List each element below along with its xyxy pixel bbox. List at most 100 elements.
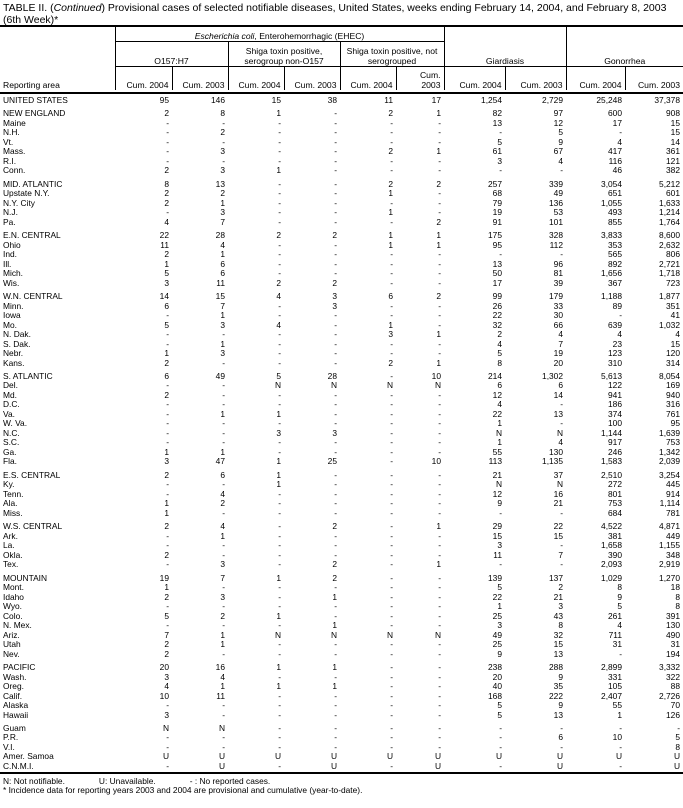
reporting-area-cell: Wis. [3,277,20,288]
value-cell: - [390,127,393,138]
value-cell: - [390,722,393,733]
table-row: P.R. - - - - - - - 6 10 5 [0,733,683,743]
value-cell: 374 [608,408,622,419]
value-cell: - [334,216,337,227]
value-cell: - [278,700,281,711]
value-cell: 2,093 [601,559,622,570]
value-cell: 11 [384,95,393,105]
reporting-area-cell: Del. [3,380,18,391]
value-cell: - [438,507,441,518]
value-cell: - [619,648,622,659]
value-cell: 1,718 [659,268,680,279]
value-cell: 22 [492,591,502,602]
value-cell: - [619,760,622,771]
reporting-area-cell: Alaska [3,700,29,711]
value-cell: - [278,521,281,532]
value-cell: 761 [666,408,680,419]
value-cell: 175 [488,230,502,241]
value-cell: 5 [497,700,502,711]
value-cell: 28 [215,230,225,241]
table-row: E.S. CENTRAL 2 6 1 - - - 21 37 2,510 3,254 [0,470,683,481]
value-cell: 1 [164,507,169,518]
value-cell: 120 [666,348,680,359]
table-row: C.N.M.I. - U - U - U - U - U [0,760,683,772]
value-cell: 12 [492,389,502,400]
value-cell: - [390,348,393,359]
reporting-area-cell: P.R. [3,732,19,743]
value-cell: 101 [549,216,563,227]
value-cell: - [438,671,441,682]
value-cell: - [334,197,337,208]
value-cell: 13 [215,178,225,189]
value-cell: 14 [159,291,169,302]
reporting-area-cell: Conn. [3,165,26,176]
value-cell: 3,054 [601,178,622,189]
value-cell: - [334,610,337,621]
reporting-area-cell: Kans. [3,357,25,368]
value-cell: 8 [497,357,502,368]
value-cell: 3 [332,427,337,438]
value-cell: 1 [436,239,441,250]
value-cell: 2 [220,127,225,138]
value-cell: 2 [332,572,337,583]
value-cell: - [619,127,622,138]
reporting-area-cell: N.C. [3,427,20,438]
value-cell: 70 [670,700,680,711]
value-cell: U [673,751,680,762]
value-cell: 179 [549,291,563,302]
value-cell: - [166,479,169,490]
value-cell: 10 [431,456,441,467]
value-cell: 339 [549,178,563,189]
value-cell: - [334,389,337,400]
value-cell: 684 [608,507,622,518]
value-cell: U [218,760,225,771]
value-cell: - [438,488,441,499]
value-cell: 445 [666,479,680,490]
table-row: Mont. 1 - - - - - 5 2 8 18 [0,583,683,593]
value-cell: 55 [612,700,622,711]
value-cell: 855 [608,216,622,227]
value-cell: 2,632 [659,239,680,250]
value-cell: 168 [488,690,502,701]
value-cell: - [334,488,337,499]
value-cell: 3 [220,146,225,157]
value-cell: 2 [332,230,337,241]
reporting-area-cell: Wash. [3,671,27,682]
value-cell: 5 [497,348,502,359]
reporting-area-cell: Ala. [3,498,18,509]
value-cell: 5 [617,601,622,612]
value-cell: - [278,207,281,218]
table-row: Mich. 5 6 - - - - 50 81 1,656 1,718 [0,269,683,279]
header-giardiasis: Giardiasis [443,27,566,67]
value-cell: - [390,648,393,659]
value-cell: - [166,146,169,157]
value-cell: - [278,310,281,321]
table-row: Ind. 2 1 - - - - - - 565 806 [0,250,683,260]
reporting-area-cell: C.N.M.I. [3,760,34,771]
value-cell: 2 [164,549,169,560]
value-cell: 1 [276,610,281,621]
value-cell: 711 [608,629,622,640]
value-cell: 22 [492,310,502,321]
value-cell: 753 [666,437,680,448]
value-cell: - [334,582,337,593]
value-cell: - [166,760,169,771]
value-cell: - [334,700,337,711]
value-cell: - [499,760,502,771]
value-cell: - [334,540,337,551]
table-row: MID. ATLANTIC 8 13 - - 2 2 257 339 3,054 5,212 [0,178,683,190]
value-cell: - [438,446,441,457]
value-cell: - [222,741,225,752]
value-cell: 417 [608,146,622,157]
value-cell: 1 [164,582,169,593]
value-cell: 2,726 [659,690,680,701]
value-cell: - [222,582,225,593]
value-cell: 801 [608,488,622,499]
value-cell: - [438,188,441,199]
value-cell: 917 [608,437,622,448]
value-cell: 2 [276,277,281,288]
value-cell: - [278,498,281,509]
value-cell: 361 [666,146,680,157]
value-cell: - [390,690,393,701]
value-cell: 2 [332,521,337,532]
